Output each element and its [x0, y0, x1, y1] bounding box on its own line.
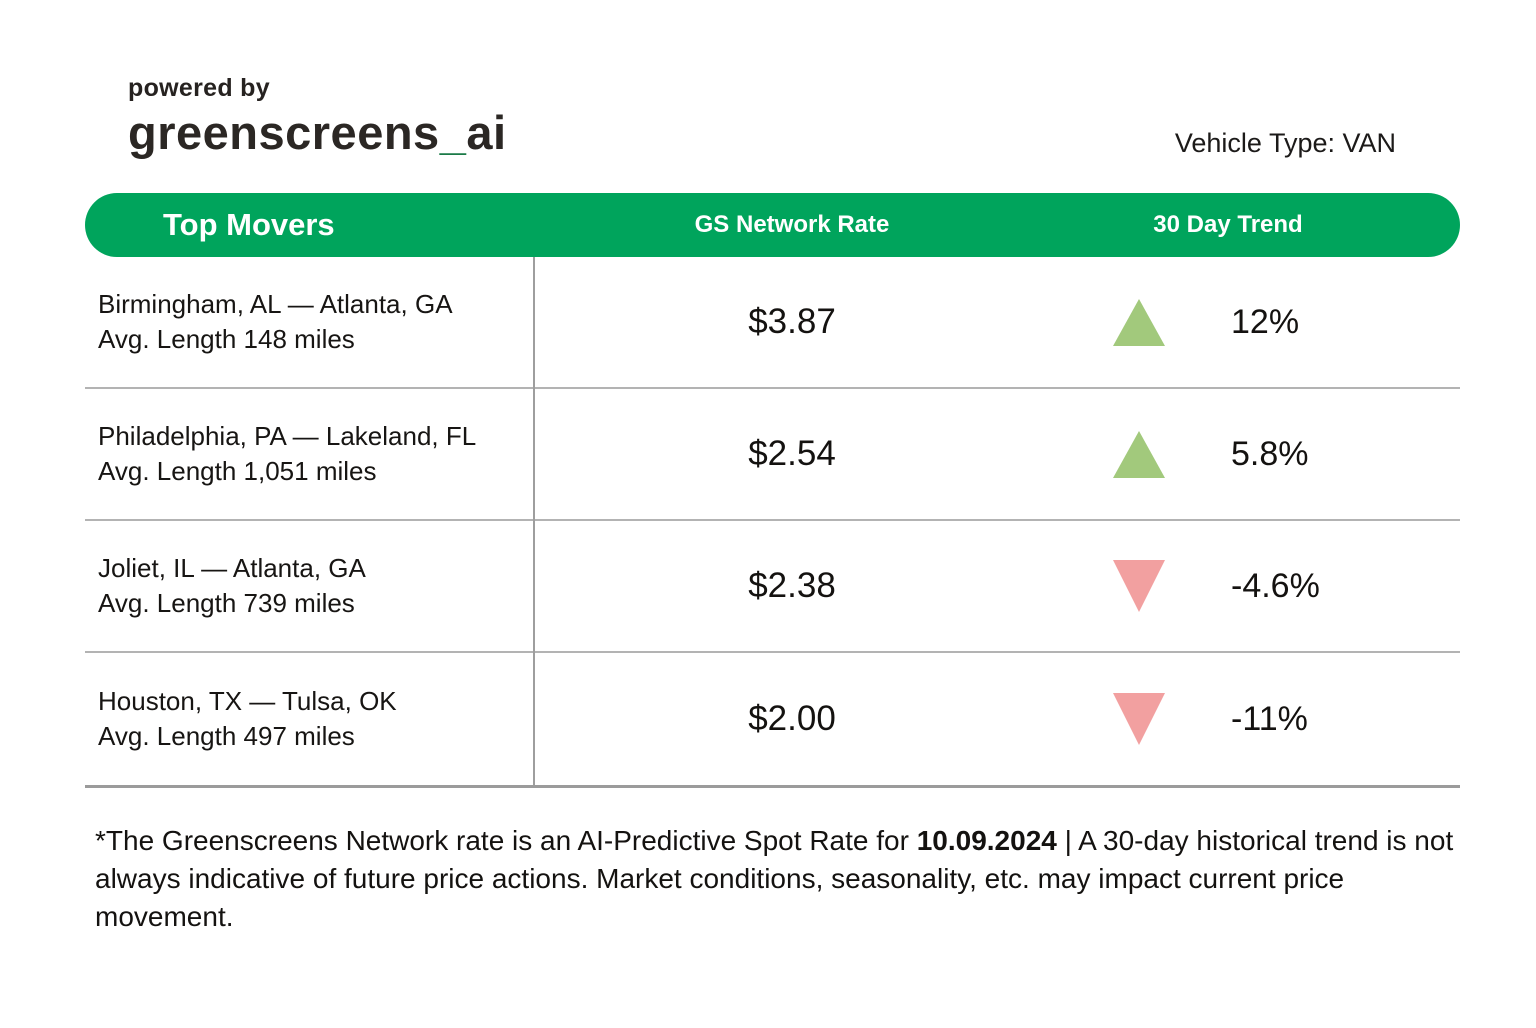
- table-row: Birmingham, AL — Atlanta, GA Avg. Length…: [85, 257, 1460, 389]
- disclaimer-footnote: *The Greenscreens Network rate is an AI-…: [95, 822, 1467, 936]
- column-header-30-day-trend: 30 Day Trend: [1153, 211, 1303, 238]
- trend-down-triangle-icon: [1113, 693, 1165, 745]
- column-header-gs-network-rate: GS Network Rate: [694, 211, 890, 238]
- lane-route: Philadelphia, PA — Lakeland, FL: [98, 421, 477, 451]
- trend-percentage: 12%: [1231, 302, 1300, 341]
- column-divider: [533, 257, 535, 785]
- lane-avg-length: Avg. Length 497 miles: [98, 721, 355, 751]
- lane-route: Houston, TX — Tulsa, OK: [98, 686, 397, 716]
- lane-avg-length: Avg. Length 739 miles: [98, 588, 355, 618]
- table-row: Philadelphia, PA — Lakeland, FL Avg. Len…: [85, 389, 1460, 521]
- lane-route: Joliet, IL — Atlanta, GA: [98, 553, 366, 583]
- trend-cell: 5.8%: [1051, 430, 1460, 478]
- lane-cell: Joliet, IL — Atlanta, GA Avg. Length 739…: [85, 551, 533, 621]
- table-row: Joliet, IL — Atlanta, GA Avg. Length 739…: [85, 521, 1460, 653]
- lane-cell: Houston, TX — Tulsa, OK Avg. Length 497 …: [85, 684, 533, 754]
- column-header-top-movers: Top Movers: [163, 207, 335, 242]
- logo-underscore: _: [439, 106, 467, 159]
- trend-cell: 12%: [1051, 298, 1460, 346]
- footnote-date: 10.09.2024: [916, 825, 1057, 856]
- lane-avg-length: Avg. Length 1,051 miles: [98, 456, 377, 486]
- rate-value: $3.87: [748, 302, 836, 341]
- trend-percentage: -11%: [1231, 699, 1308, 738]
- lane-route: Birmingham, AL — Atlanta, GA: [98, 289, 453, 319]
- powered-by-label: powered by: [128, 74, 270, 102]
- logo-main-text: greenscreens: [128, 106, 440, 159]
- lane-cell: Birmingham, AL — Atlanta, GA Avg. Length…: [85, 287, 533, 357]
- lane-cell: Philadelphia, PA — Lakeland, FL Avg. Len…: [85, 419, 533, 489]
- vehicle-type-label: Vehicle Type: VAN: [1174, 128, 1396, 158]
- logo-suffix-text: ai: [466, 106, 507, 159]
- table-row: Houston, TX — Tulsa, OK Avg. Length 497 …: [85, 653, 1460, 785]
- rate-value: $2.54: [748, 434, 836, 473]
- lane-avg-length: Avg. Length 148 miles: [98, 324, 355, 354]
- footnote-text-start: *The Greenscreens Network rate is an AI-…: [95, 825, 917, 856]
- trend-cell: -11%: [1051, 693, 1460, 745]
- brand-logo: powered by greenscreens_ai: [128, 74, 507, 160]
- trend-up-triangle-icon: [1113, 430, 1165, 478]
- greenscreens-logo: greenscreens_ai: [128, 105, 507, 160]
- trend-up-triangle-icon: [1113, 298, 1165, 346]
- table-header-bar: Top Movers GS Network Rate 30 Day Trend: [85, 193, 1460, 257]
- trend-percentage: 5.8%: [1231, 434, 1309, 473]
- trend-cell: -4.6%: [1051, 560, 1460, 612]
- trend-percentage: -4.6%: [1231, 566, 1320, 605]
- trend-down-triangle-icon: [1113, 560, 1165, 612]
- rate-value: $2.38: [748, 566, 836, 605]
- rate-value: $2.00: [748, 699, 836, 738]
- footnote-text-end: | A 30-day historical trend is not alway…: [95, 825, 1454, 932]
- top-movers-table: Birmingham, AL — Atlanta, GA Avg. Length…: [85, 257, 1460, 788]
